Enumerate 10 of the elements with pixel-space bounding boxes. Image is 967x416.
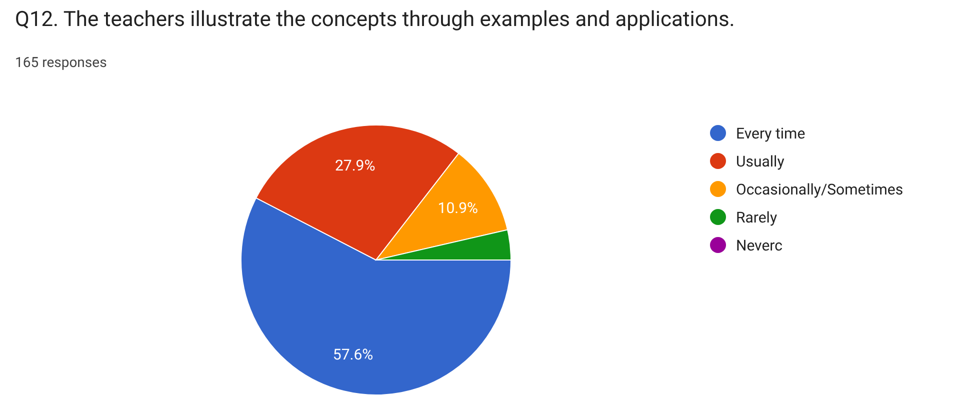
legend-label: Occasionally/Sometimes (736, 180, 904, 198)
legend-label: Every time (736, 124, 806, 142)
legend-label: Neverc (736, 236, 783, 254)
data-label: 27.9% (334, 156, 376, 174)
chart-title: Q12. The teachers illustrate the concepts through examples and applications. (15, 8, 735, 32)
text: 165 responses (15, 55, 107, 71)
data-label: 57.6% (332, 346, 374, 364)
data-label: 10.9% (438, 198, 478, 217)
legend-label: Rarely (736, 208, 778, 226)
legend-label: Usually (736, 152, 784, 170)
